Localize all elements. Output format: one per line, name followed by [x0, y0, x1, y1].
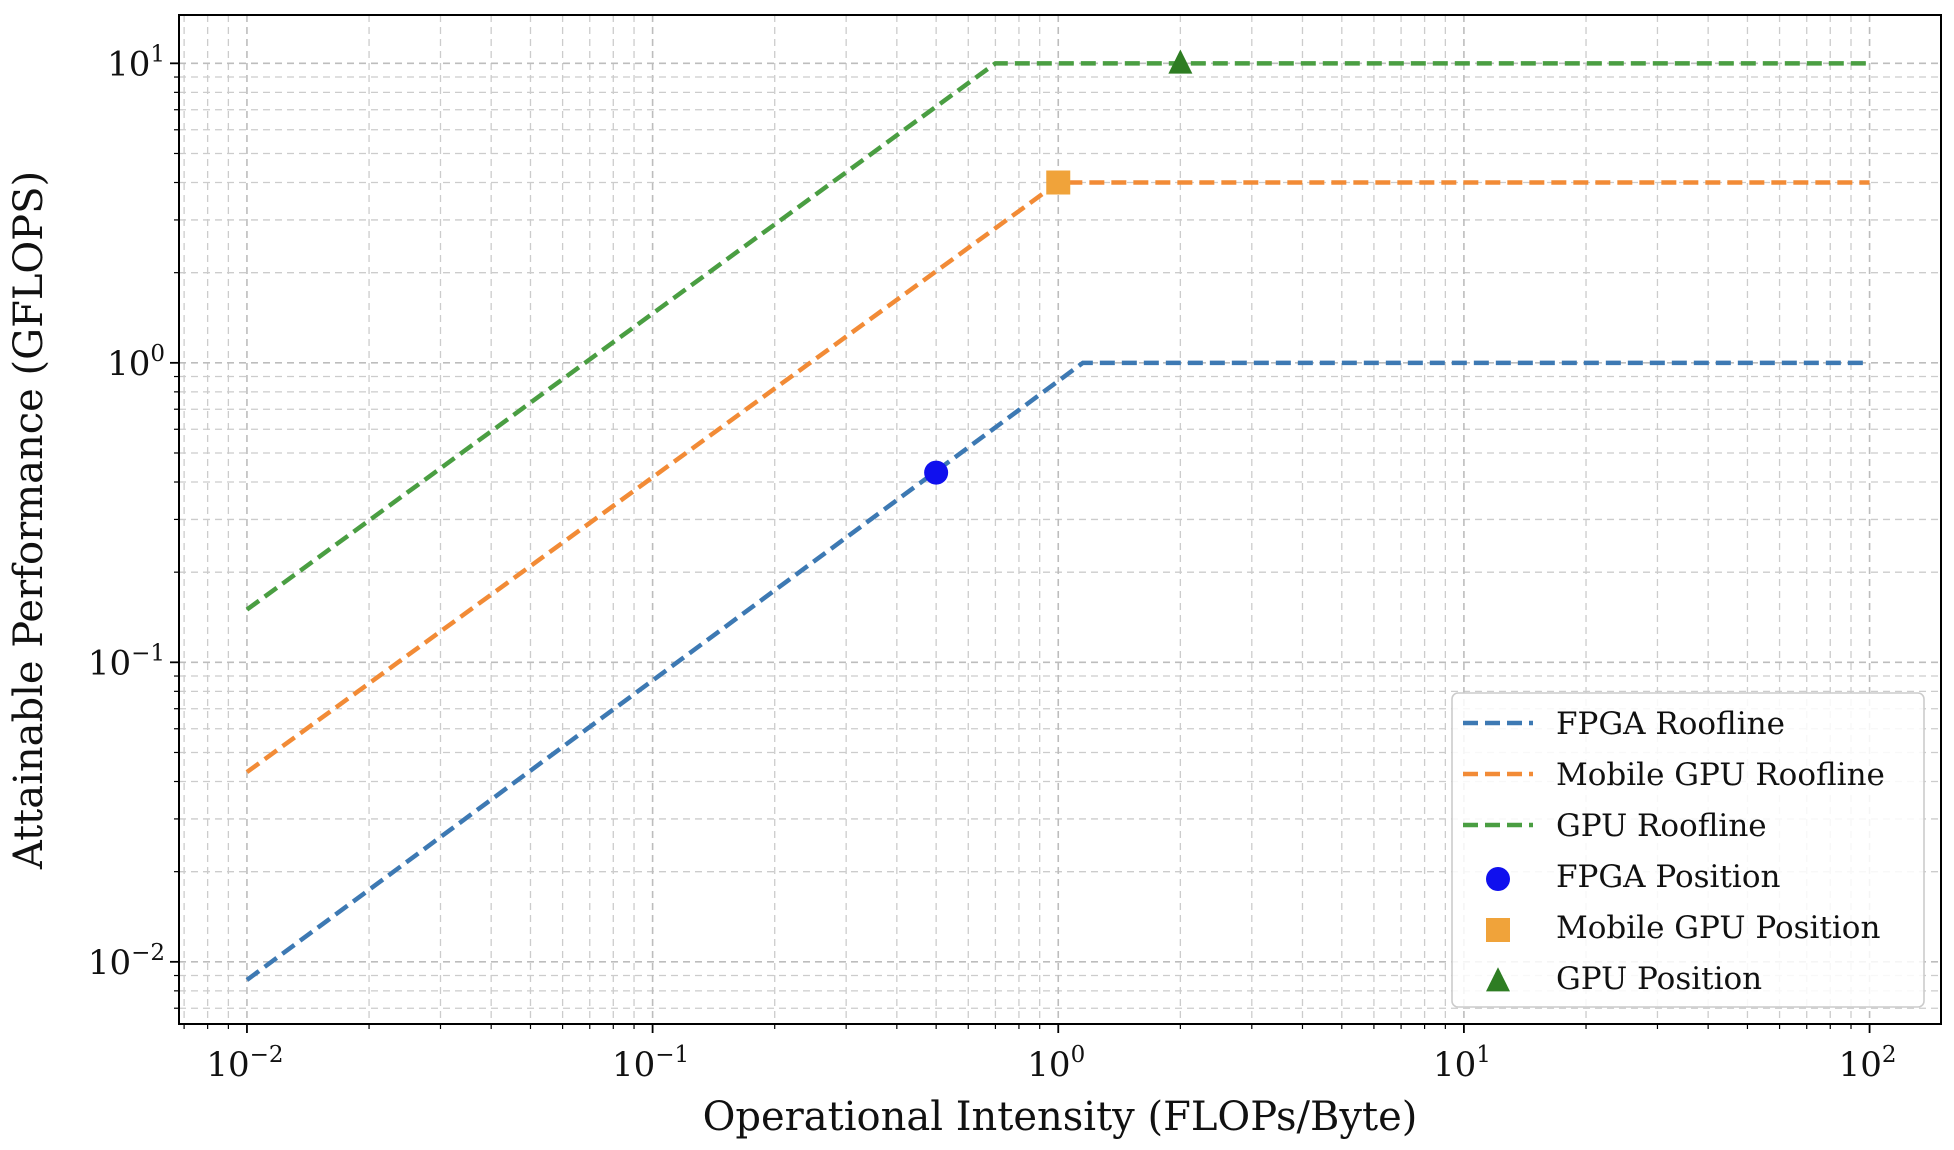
y-axis-title: Attainable Performance (GFLOPS): [6, 171, 52, 870]
x-tick-label: 101: [1433, 1042, 1491, 1085]
y-tick-label: 10−1: [88, 640, 165, 683]
gpu-roofline-line: [245, 61, 1870, 612]
legend-mobile-gpu-position-swatch: [1486, 918, 1510, 942]
x-tick-label: 100: [1027, 1042, 1085, 1085]
legend-gpu-position-label: GPU Position: [1556, 961, 1762, 997]
legend-fpga-roofline-label: FPGA Roofline: [1556, 706, 1785, 742]
legend-mobile-gpu-position-label: Mobile GPU Position: [1556, 910, 1880, 946]
x-tick-label: 10−2: [206, 1042, 283, 1085]
fpga-roofline-line: [245, 360, 1870, 982]
legend-box: [1451, 692, 1925, 1008]
x-tick-label: 102: [1839, 1042, 1897, 1085]
y-tick-label: 100: [107, 341, 165, 384]
legend: FPGA Roofline Mobile GPU Roofline GPU Roof…: [1451, 692, 1925, 1008]
y-tick-label: 10−2: [88, 940, 165, 983]
legend-fpga-position-label: FPGA Position: [1556, 859, 1780, 895]
gpu-position-marker: [1168, 49, 1193, 74]
mobile-gpu-position-marker: [1046, 170, 1071, 195]
legend-mobile-gpu-roofline-label: Mobile GPU Roofline: [1556, 757, 1885, 793]
fpga-position-marker: [924, 460, 949, 485]
axis-ticks: 10−2 10−1 100 101 102 10−2 10−1 100 101: [88, 41, 1897, 1085]
legend-gpu-position-swatch: [1486, 967, 1510, 992]
x-axis-title: Operational Intensity (FLOPs/Byte): [703, 1094, 1418, 1140]
legend-gpu-roofline-label: GPU Roofline: [1556, 808, 1767, 844]
y-tick-label: 101: [107, 41, 165, 84]
x-tick-label: 10−1: [612, 1042, 689, 1085]
plot-series: [245, 49, 1870, 982]
legend-fpga-position-swatch: [1486, 867, 1510, 891]
